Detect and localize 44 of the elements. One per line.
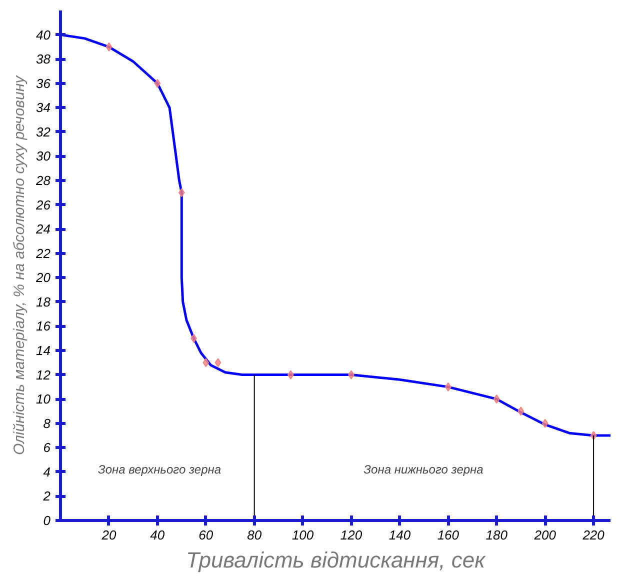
point — [518, 406, 524, 416]
y-tick-label: 24 — [35, 222, 51, 237]
y-tick-label: 28 — [35, 173, 52, 188]
x-tick-label: 160 — [437, 528, 460, 542]
y-tick-label: 36 — [36, 76, 52, 91]
y-tick-label: 14 — [36, 343, 51, 358]
y-tick-label: 10 — [36, 392, 52, 407]
y-tick-label: 34 — [36, 100, 51, 116]
y-tick-label: 12 — [36, 367, 52, 382]
y-tick-label: 4 — [43, 464, 51, 480]
y-tick-label: 22 — [35, 246, 52, 261]
x-tick-label: 120 — [340, 528, 363, 542]
x-tick-label: 200 — [533, 528, 557, 542]
point — [178, 188, 185, 198]
y-axis-title: Олійність матеріалу, % на абсолютно суху речовину — [11, 74, 28, 456]
x-tick-label: 20 — [100, 528, 117, 542]
y-tick-label: 16 — [36, 318, 52, 334]
x-tick-label: 220 — [582, 528, 606, 542]
point — [154, 78, 161, 88]
x-tick-label: 40 — [150, 528, 166, 542]
point — [493, 394, 500, 404]
y-tick-label: 0 — [43, 513, 52, 528]
y-tick-label: 38 — [36, 52, 52, 67]
y-tick-label: 18 — [36, 294, 52, 310]
y-tick-label: 8 — [43, 416, 52, 431]
annotation: Зона нижнього зерна — [364, 462, 484, 476]
y-tick-label: 32 — [36, 124, 52, 140]
point — [202, 358, 210, 368]
x-tick-label: 80 — [247, 528, 262, 542]
y-tick-label: 30 — [36, 148, 52, 164]
point — [106, 42, 112, 52]
x-axis-title: Тривалість відтискання, сек — [186, 548, 487, 572]
x-tick-label: 180 — [486, 528, 508, 542]
y-tick-label: 40 — [36, 27, 52, 42]
x-tick-label: 60 — [198, 528, 214, 542]
annotation: Зона верхнього зерна — [98, 462, 222, 476]
point — [214, 358, 222, 368]
y-tick-label: 2 — [42, 488, 52, 504]
x-tick-label: 100 — [292, 528, 314, 542]
y-tick-label: 20 — [35, 270, 52, 286]
point — [542, 418, 548, 428]
y-tick-label: 6 — [43, 440, 52, 456]
x-tick-label: 140 — [388, 528, 412, 542]
y-tick-label: 26 — [35, 197, 52, 212]
